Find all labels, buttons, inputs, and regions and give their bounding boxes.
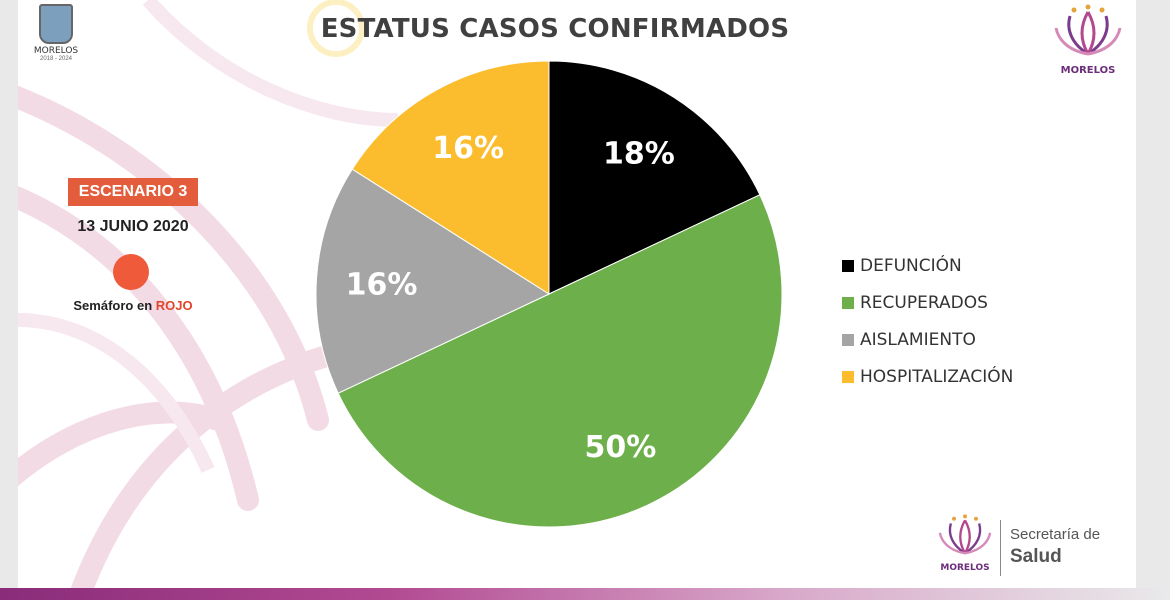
morelos-flower-logo: MORELOS bbox=[1052, 4, 1124, 94]
pie-slice-label-1: 50% bbox=[585, 430, 657, 465]
pie-slice-2 bbox=[315, 168, 551, 394]
flower-icon bbox=[938, 514, 992, 555]
flower-icon bbox=[1054, 4, 1122, 56]
legend-swatch-3 bbox=[842, 371, 854, 383]
secretaria-salud-logo: MORELOS Secretaría de Salud bbox=[934, 514, 1124, 580]
legend-swatch-0 bbox=[842, 260, 854, 272]
pie-slice-1 bbox=[337, 194, 783, 528]
crest-icon bbox=[39, 4, 73, 44]
legend-swatch-1 bbox=[842, 297, 854, 309]
pie-slice-3 bbox=[351, 60, 550, 295]
background-decoration bbox=[18, 0, 399, 590]
logo-top-right-text: MORELOS bbox=[1060, 65, 1116, 76]
semaforo-color-text: ROJO bbox=[155, 298, 193, 313]
legend-swatch-2 bbox=[842, 334, 854, 346]
pie-slice-label-3: 16% bbox=[432, 131, 504, 166]
legend-label-3: HOSPITALIZACIÓN bbox=[860, 367, 1014, 387]
logo-bottom-mark: MORELOS bbox=[934, 514, 996, 580]
chart-title: ESTATUS CASOS CONFIRMADOS bbox=[320, 14, 790, 44]
morelos-crest-logo: MORELOS 2018 - 2024 bbox=[26, 4, 86, 70]
scenario-badge: ESCENARIO 3 bbox=[68, 178, 198, 206]
logo-divider bbox=[1000, 520, 1001, 576]
logo-bottom-text: MORELOS bbox=[940, 563, 990, 573]
logo-top-left-years: 2018 - 2024 bbox=[39, 56, 73, 62]
logo-top-left-text: MORELOS bbox=[33, 46, 79, 56]
legend-label-2: AISLAMIENTO bbox=[860, 330, 976, 350]
salud-text: Salud bbox=[1010, 546, 1062, 567]
bottom-color-strip bbox=[0, 588, 1170, 600]
pie-slice-label-2: 16% bbox=[346, 267, 418, 302]
semaforo-prefix: Semáforo en bbox=[73, 298, 156, 313]
pie-slice-0 bbox=[548, 60, 761, 295]
scenario-date: 13 JUNIO 2020 bbox=[77, 218, 189, 235]
pie-slice-label-0: 18% bbox=[603, 136, 675, 171]
semaforo-label: Semáforo en ROJO bbox=[48, 298, 218, 313]
secretaria-text: Secretaría de bbox=[1010, 526, 1101, 543]
legend-label-0: DEFUNCIÓN bbox=[860, 256, 962, 276]
semaforo-indicator-icon bbox=[113, 254, 149, 290]
legend-label-1: RECUPERADOS bbox=[860, 293, 988, 313]
